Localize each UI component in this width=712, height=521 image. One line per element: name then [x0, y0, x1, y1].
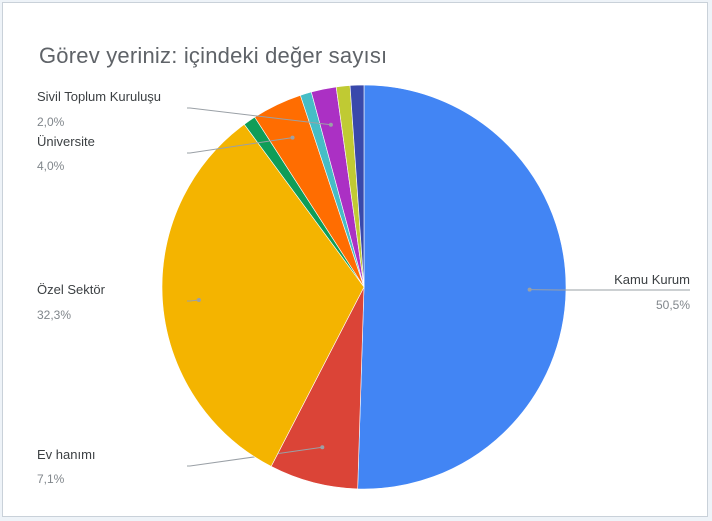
slice-label: Kamu Kurum [614, 272, 690, 287]
slice-percent: 2,0% [37, 115, 65, 129]
slice-label: Sivil Toplum Kuruluşu [37, 89, 161, 104]
pie-slice-8[interactable] [349, 84, 365, 288]
slice-label: Ev hanımı [37, 447, 96, 462]
slice-percent: 7,1% [37, 472, 65, 486]
leader-dot [196, 297, 201, 302]
chart-title: Görev yeriniz: içindeki değer sayısı [39, 43, 388, 68]
slice-percent: 50,5% [656, 298, 690, 312]
leader-dot [320, 445, 325, 450]
slice-label: Özel Sektör [37, 282, 106, 297]
leader-line [187, 137, 293, 154]
leader-dot [527, 287, 532, 292]
leader-dot [328, 122, 333, 127]
leader-line [187, 299, 199, 302]
leader-line [187, 107, 331, 126]
pie-slice-kamu-kurum[interactable] [357, 84, 567, 490]
slice-percent: 4,0% [37, 159, 65, 173]
slice-percent: 32,3% [37, 308, 71, 322]
leader-line [187, 446, 323, 467]
leader-dot [290, 135, 295, 140]
pie-slice-özel-sektör[interactable] [161, 123, 365, 467]
slice-label: Üniversite [37, 134, 95, 149]
